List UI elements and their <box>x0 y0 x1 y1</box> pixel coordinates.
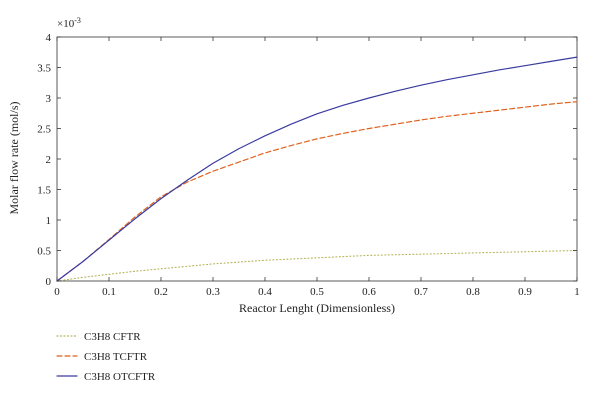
x-tick-label: 0.1 <box>102 286 116 298</box>
series-layer <box>56 56 578 282</box>
x-tick-label: 0 <box>54 286 60 298</box>
legend: C3H8 CFTR C3H8 TCFTR C3H8 OTCFTR <box>56 331 156 383</box>
x-tick-label: 0.3 <box>206 286 220 298</box>
x-tick-label: 0.2 <box>154 286 168 298</box>
series-line-1 <box>56 249 578 282</box>
plot-border <box>56 36 578 282</box>
legend-label-3: C3H8 OTCFTR <box>84 371 156 383</box>
legend-label-2: C3H8 TCFTR <box>84 351 148 363</box>
y-tick-label: 2.5 <box>37 124 51 136</box>
x-tick-label: 0.7 <box>414 286 428 298</box>
plot-frame <box>56 36 578 282</box>
x-tick-label: 1 <box>574 286 580 298</box>
series-line-3 <box>56 56 578 282</box>
x-tick-label: 0.6 <box>362 286 376 298</box>
y-tick-label: 0 <box>46 276 52 288</box>
y-tick-label: 4 <box>46 32 52 44</box>
y-tick-label: 0.5 <box>37 246 51 258</box>
y-tick-label: 1 <box>46 215 52 227</box>
x-tick-label: 0.4 <box>258 286 272 298</box>
y-axis-multiplier-base: ×10 <box>57 18 75 30</box>
x-tick-label: 0.5 <box>310 286 324 298</box>
y-axis-multiplier-exponent: -3 <box>74 16 81 25</box>
y-axis-multiplier: ×10-3 <box>57 16 81 30</box>
y-tick-label: 3 <box>46 93 52 105</box>
y-axis-title: Molar flow rate (mol/s) <box>7 102 21 215</box>
x-axis-ticks: 0 0.1 0.2 0.3 0.4 0.5 0.6 0.7 0.8 0.9 1 <box>54 37 580 298</box>
legend-label-1: C3H8 CFTR <box>84 331 141 343</box>
y-tick-label: 2 <box>46 154 52 166</box>
series-line-2 <box>56 101 578 282</box>
y-axis-ticks: 0 0.5 1 1.5 2 2.5 3 3.5 4 <box>37 32 577 288</box>
x-tick-label: 0.9 <box>518 286 532 298</box>
y-tick-label: 3.5 <box>37 63 51 75</box>
x-axis-title: Reactor Lenght (Dimensionless) <box>239 301 395 315</box>
y-tick-label: 1.5 <box>37 185 51 197</box>
x-tick-label: 0.8 <box>466 286 480 298</box>
